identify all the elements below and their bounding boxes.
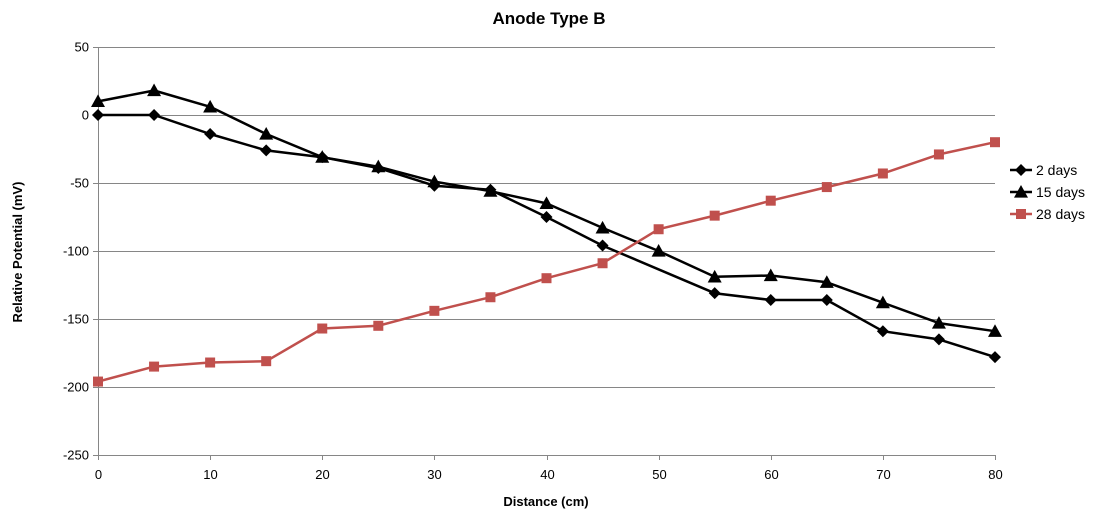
x-tick-label: 10 bbox=[203, 467, 217, 482]
legend-item: 2 days bbox=[1010, 162, 1077, 178]
data-point bbox=[595, 220, 610, 234]
data-point bbox=[933, 149, 944, 160]
data-point bbox=[988, 324, 1002, 337]
data-point bbox=[541, 273, 552, 284]
series-group bbox=[91, 83, 1002, 387]
data-point bbox=[429, 305, 440, 316]
series-15-days bbox=[91, 83, 1002, 337]
data-point bbox=[91, 94, 105, 107]
x-axis-label: Distance (cm) bbox=[503, 494, 588, 509]
data-point bbox=[315, 150, 330, 163]
x-tick-labels: 0 10 20 30 40 50 60 70 80 bbox=[95, 467, 1003, 482]
x-tick-label: 50 bbox=[652, 467, 666, 482]
data-point bbox=[371, 159, 386, 173]
data-point bbox=[821, 182, 832, 193]
y-tick-labels: 50 0 -50 -100 -150 -200 -250 bbox=[63, 40, 89, 463]
chart-title: Anode Type B bbox=[492, 9, 605, 28]
data-point bbox=[259, 127, 274, 140]
data-point bbox=[707, 269, 722, 283]
grid bbox=[98, 47, 995, 388]
data-point bbox=[93, 376, 103, 387]
data-point bbox=[932, 333, 945, 346]
axes bbox=[93, 47, 996, 460]
series-line bbox=[98, 113, 996, 359]
x-tick-label: 30 bbox=[427, 467, 441, 482]
legend-label: 2 days bbox=[1036, 162, 1077, 178]
y-tick-label: -100 bbox=[63, 244, 89, 259]
data-point bbox=[653, 224, 664, 235]
data-point bbox=[709, 210, 720, 221]
data-point bbox=[148, 109, 161, 121]
data-point bbox=[204, 128, 217, 141]
data-point bbox=[260, 144, 273, 157]
data-point bbox=[539, 196, 554, 209]
y-tick-label: -50 bbox=[70, 176, 89, 191]
data-point bbox=[205, 357, 216, 368]
x-tick-label: 20 bbox=[315, 467, 329, 482]
data-point bbox=[596, 239, 609, 252]
y-tick-label: 0 bbox=[82, 108, 89, 123]
data-point bbox=[990, 137, 1000, 148]
data-point bbox=[427, 174, 442, 188]
data-point bbox=[483, 184, 498, 197]
legend: 2 days 15 days 28 days bbox=[1010, 162, 1085, 222]
series-2-days bbox=[92, 109, 1001, 364]
y-tick-label: -250 bbox=[63, 448, 89, 463]
y-axis-label: Relative Potential (mV) bbox=[10, 182, 25, 323]
data-point bbox=[373, 320, 384, 331]
data-point bbox=[819, 275, 834, 288]
data-point bbox=[989, 351, 1001, 364]
data-point bbox=[651, 244, 666, 257]
legend-label: 15 days bbox=[1036, 184, 1085, 200]
legend-marker bbox=[1016, 209, 1026, 219]
data-point bbox=[147, 83, 162, 97]
legend-marker bbox=[1014, 185, 1028, 198]
y-tick-label: -200 bbox=[63, 380, 89, 395]
x-tick-label: 80 bbox=[988, 467, 1002, 482]
series-line bbox=[97, 140, 996, 383]
x-tick-label: 0 bbox=[95, 467, 102, 482]
x-tick-label: 70 bbox=[876, 467, 890, 482]
data-point bbox=[597, 258, 608, 269]
data-point bbox=[261, 356, 272, 367]
y-tick-label: 50 bbox=[75, 40, 89, 55]
data-point bbox=[203, 99, 218, 113]
y-tick-label: -150 bbox=[63, 312, 89, 327]
data-point bbox=[765, 195, 776, 206]
data-point bbox=[708, 287, 721, 300]
x-tick-label: 60 bbox=[764, 467, 778, 482]
data-point bbox=[317, 323, 328, 334]
data-point bbox=[931, 316, 946, 329]
data-point bbox=[485, 292, 496, 303]
data-point bbox=[764, 293, 777, 306]
legend-marker bbox=[1015, 164, 1027, 176]
legend-item: 15 days bbox=[1010, 184, 1085, 200]
legend-item: 28 days bbox=[1010, 206, 1085, 222]
data-point bbox=[876, 325, 889, 338]
data-point bbox=[92, 109, 104, 121]
data-point bbox=[540, 211, 553, 223]
data-point bbox=[877, 168, 888, 179]
data-point bbox=[149, 361, 160, 372]
series-28-days bbox=[93, 137, 1000, 387]
series-line bbox=[97, 89, 996, 333]
legend-label: 28 days bbox=[1036, 206, 1085, 222]
data-point bbox=[763, 268, 778, 282]
data-point bbox=[820, 293, 833, 306]
x-tick-label: 40 bbox=[540, 467, 554, 482]
data-point bbox=[875, 295, 890, 309]
